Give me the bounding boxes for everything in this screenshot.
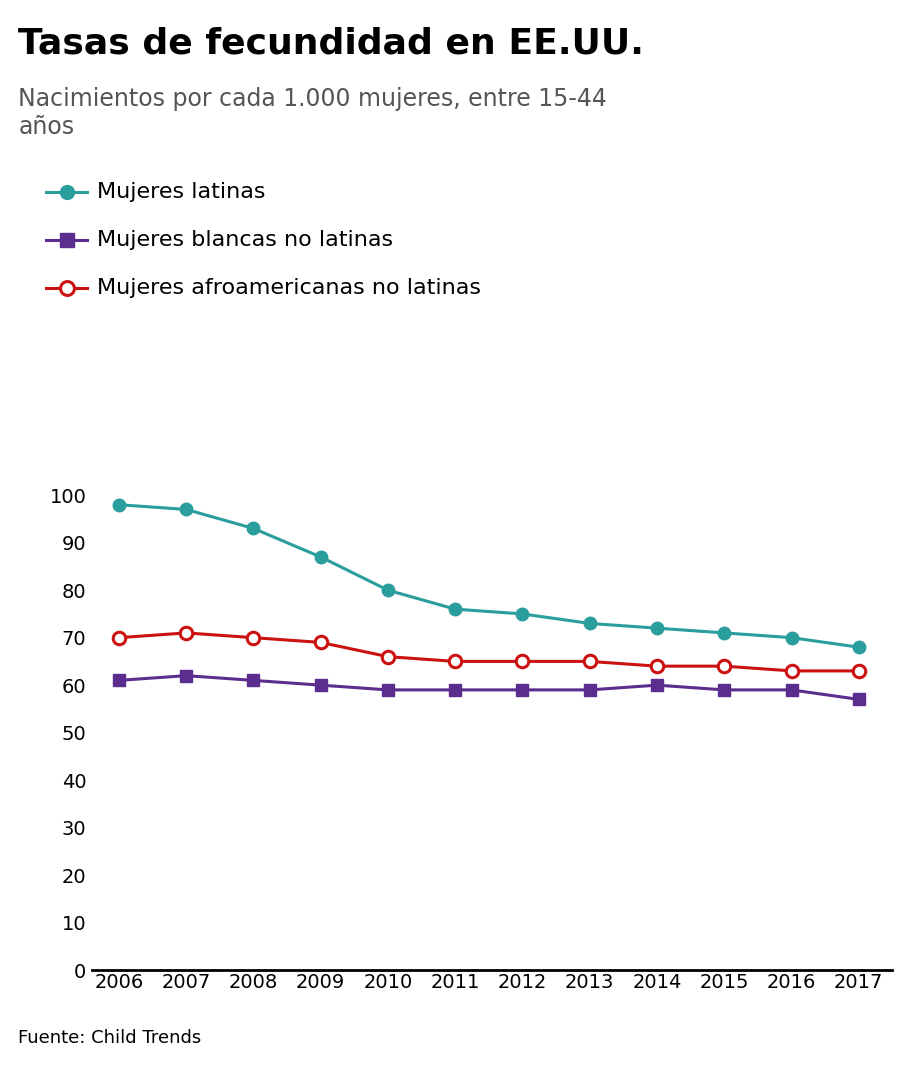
- Text: Nacimientos por cada 1.000 mujeres, entre 15-44
años: Nacimientos por cada 1.000 mujeres, entr…: [18, 87, 607, 140]
- Text: BBC: BBC: [822, 1029, 865, 1048]
- Text: Mujeres afroamericanas no latinas: Mujeres afroamericanas no latinas: [96, 278, 480, 297]
- Text: Mujeres blancas no latinas: Mujeres blancas no latinas: [96, 230, 392, 249]
- Text: Fuente: Child Trends: Fuente: Child Trends: [18, 1030, 201, 1047]
- Text: Mujeres latinas: Mujeres latinas: [96, 182, 265, 201]
- Text: Tasas de fecundidad en EE.UU.: Tasas de fecundidad en EE.UU.: [18, 27, 643, 61]
